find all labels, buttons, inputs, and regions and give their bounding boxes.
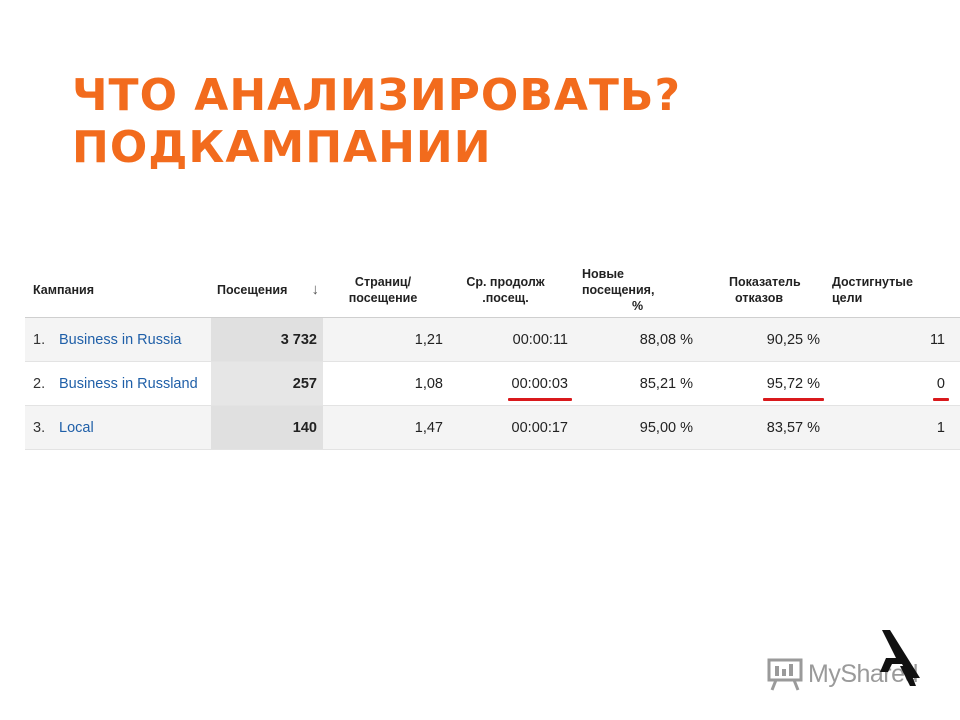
presentation-board-icon — [767, 658, 803, 691]
new-visits-cell: 88,08 % — [639, 331, 693, 348]
sort-descending-icon[interactable]: ↓ — [311, 281, 320, 298]
row-number: 3. — [33, 419, 46, 436]
new-visits-cell: 85,21 % — [639, 375, 693, 392]
header-pages-line1: Страниц/ — [354, 275, 412, 289]
goals-cell: 11 — [929, 331, 945, 348]
bounce-highlighted: 95,72 % — [762, 375, 825, 401]
header-visits[interactable]: Посещения ↓ — [211, 262, 323, 318]
slide-title: ЧТО АНАЛИЗИРОВАТЬ? ПОДКАМПАНИИ — [72, 70, 681, 174]
bounce-cell: 90,25 % — [766, 331, 820, 348]
new-visits-cell: 95,00 % — [639, 419, 693, 436]
header-campaign[interactable]: Кампания — [33, 283, 95, 297]
pages-cell: 1,21 — [414, 331, 443, 348]
goals-cell: 1 — [936, 419, 945, 436]
header-new-visits[interactable]: Новые посещения, % — [568, 262, 693, 318]
header-new-visits-line2: % — [631, 299, 644, 313]
duration-highlighted: 00:00:03 — [507, 375, 573, 401]
slide-title-line2: ПОДКАМПАНИИ — [72, 122, 492, 173]
slide-title-line1: ЧТО АНАЛИЗИРОВАТЬ? — [72, 70, 681, 121]
header-bounce-line2: отказов — [735, 291, 784, 305]
goals-highlighted: 0 — [932, 375, 950, 401]
table-header: Кампания Посещения ↓ Страниц/ посещение … — [25, 262, 960, 318]
bounce-cell: 95,72 % — [693, 362, 825, 405]
bounce-cell: 83,57 % — [766, 419, 820, 436]
table-row: 1. Business in Russia 3 732 1,21 00:00:1… — [25, 318, 960, 362]
header-new-visits-line1: Новые посещения, — [582, 267, 655, 297]
header-avg-duration[interactable]: Ср. продолж .посещ. — [443, 262, 568, 318]
duration-cell: 00:00:17 — [511, 419, 568, 436]
campaign-cell: 1. Business in Russia — [33, 318, 211, 361]
logo-text: MyShared — [808, 660, 918, 688]
visits-cell: 140 — [211, 406, 323, 449]
header-visits-label: Посещения — [217, 283, 288, 297]
goals-cell: 0 — [820, 362, 950, 405]
campaign-link[interactable]: Business in Russland — [59, 375, 198, 392]
row-number: 2. — [33, 375, 46, 392]
campaign-cell: 3. Local — [33, 406, 211, 449]
header-pages-per-visit[interactable]: Страниц/ посещение — [323, 262, 443, 318]
cursor-a-icon — [880, 630, 920, 686]
header-bounce-rate[interactable]: Показатель отказов — [693, 262, 820, 318]
visits-cell: 3 732 — [211, 318, 323, 361]
table-row: 2. Business in Russland 257 1,08 00:00:0… — [25, 362, 960, 406]
campaign-link[interactable]: Local — [59, 419, 94, 436]
campaign-link[interactable]: Business in Russia — [59, 331, 182, 348]
visits-cell: 257 — [211, 362, 323, 405]
duration-cell: 00:00:03 — [443, 362, 573, 405]
duration-cell: 00:00:11 — [512, 331, 568, 348]
campaign-report-table: Кампания Посещения ↓ Страниц/ посещение … — [25, 262, 960, 450]
pages-cell: 1,47 — [414, 419, 443, 436]
campaign-cell: 2. Business in Russland — [33, 362, 211, 405]
header-goals[interactable]: Достигнутые цели — [832, 275, 913, 305]
header-bounce-line1: Показатель — [729, 275, 801, 289]
header-duration-line1: Ср. продолж — [466, 275, 545, 289]
row-number: 1. — [33, 331, 46, 348]
table-row: 3. Local 140 1,47 00:00:17 95,00 % 83,57… — [25, 406, 960, 450]
myshared-logo: MyShared — [766, 628, 936, 692]
pages-cell: 1,08 — [414, 375, 443, 392]
header-pages-line2: посещение — [348, 291, 418, 305]
header-duration-line2: .посещ. — [482, 291, 529, 305]
